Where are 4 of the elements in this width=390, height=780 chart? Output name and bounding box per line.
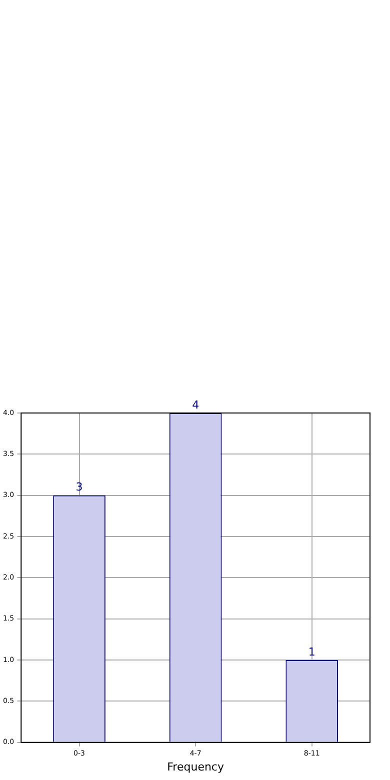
data-label: 4 bbox=[192, 398, 200, 412]
x-axis-title: Frequency bbox=[167, 760, 224, 774]
data-label: 3 bbox=[76, 480, 83, 494]
data-label: 1 bbox=[308, 645, 316, 658]
